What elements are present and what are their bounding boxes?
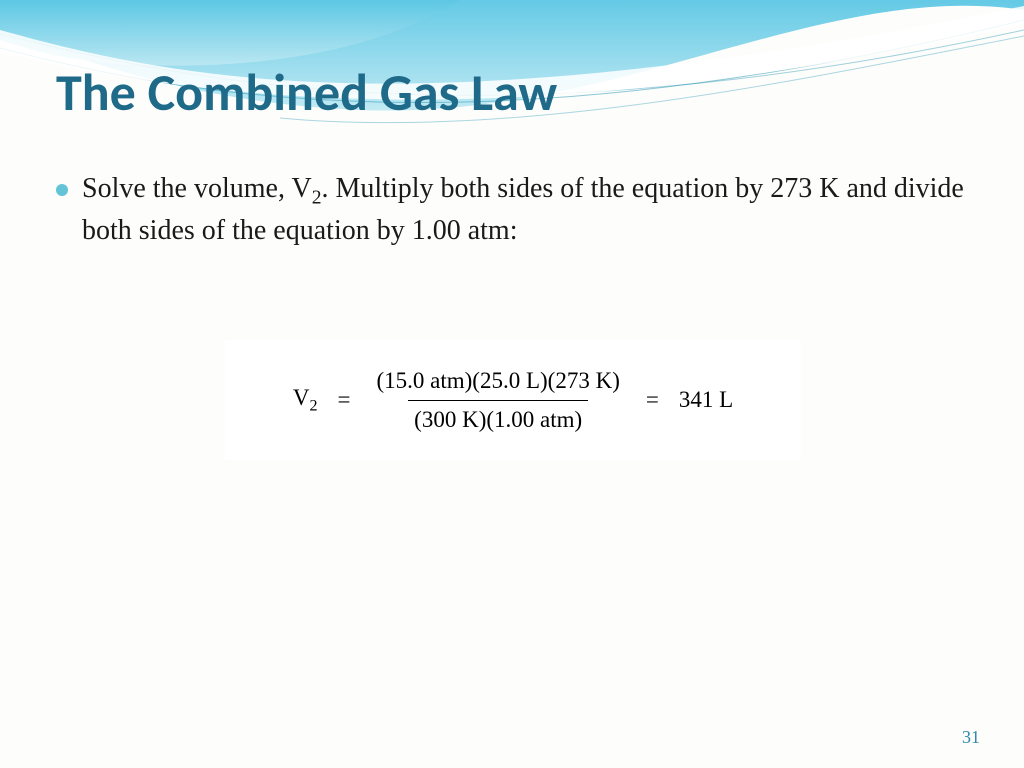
equation-numerator: (15.0 atm)(25.0 L)(273 K) (371, 366, 626, 400)
equation: V2 = (15.0 atm)(25.0 L)(273 K) (300 K)(1… (225, 340, 801, 460)
equation-equals-1: = (338, 387, 351, 413)
equation-row: V2 = (15.0 atm)(25.0 L)(273 K) (300 K)(1… (293, 366, 733, 435)
equation-denominator: (300 K)(1.00 atm) (408, 400, 588, 435)
equation-equals-2: = (646, 387, 659, 413)
bullet-text-pre: Solve the volume, V (82, 173, 312, 204)
bullet-text-subscript: 2 (312, 188, 322, 209)
equation-lhs-sub: 2 (309, 397, 317, 414)
equation-lhs-var: V (293, 385, 310, 410)
slide: The Combined Gas Law Solve the volume, V… (0, 0, 1024, 768)
equation-fraction: (15.0 atm)(25.0 L)(273 K) (300 K)(1.00 a… (371, 366, 626, 435)
page-number: 31 (962, 727, 980, 748)
equation-result: 341 L (679, 387, 733, 413)
bullet-text: Solve the volume, V2. Multiply both side… (82, 170, 968, 250)
slide-title: The Combined Gas Law (56, 60, 557, 124)
equation-lhs: V2 (293, 385, 318, 416)
body-area: Solve the volume, V2. Multiply both side… (56, 170, 968, 250)
bullet-icon (56, 184, 68, 196)
bullet-item: Solve the volume, V2. Multiply both side… (56, 170, 968, 250)
